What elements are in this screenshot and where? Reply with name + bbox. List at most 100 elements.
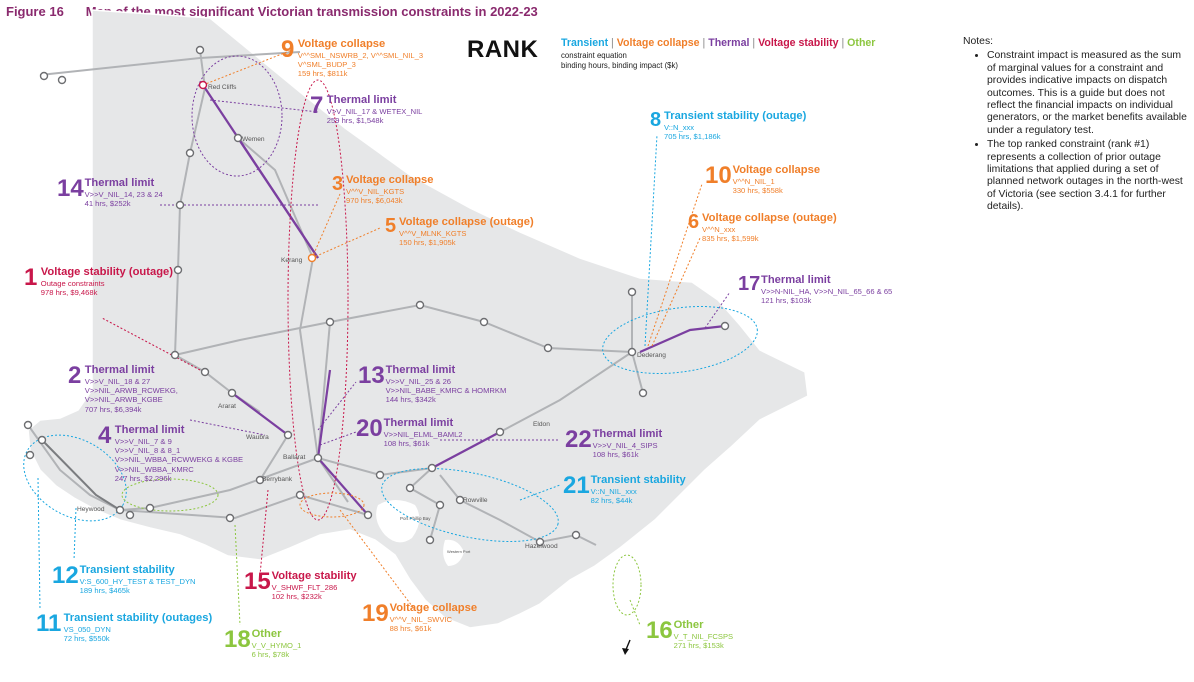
rank-number: 17 (738, 273, 761, 295)
constraint-equation: V_V_HYMO_1 (251, 641, 302, 650)
legend-separator: | (699, 37, 709, 49)
rank-number: 5 (385, 215, 397, 237)
constraint-equation: V::N_NIL_xxx (590, 487, 637, 496)
place-red-cliffs: Red Cliffs (208, 84, 237, 91)
place-waubra: Waubra (246, 434, 269, 441)
constraint-equation: V>>NIL_WBBA_RCWWEKG & KGBE (114, 455, 244, 465)
constraint-title: Thermal limit (383, 417, 454, 429)
heywood-line (41, 439, 121, 511)
constraint-stats: 121 hrs, $103k (761, 296, 812, 306)
rank-heading: RANK (467, 36, 539, 63)
constraint-stats: 6 hrs, $78k (251, 650, 290, 660)
place-eldon: Eldon (533, 421, 550, 428)
figure-title-text: Map of the most significant Victorian tr… (85, 4, 538, 19)
constraint-stats: 72 hrs, $550k (63, 634, 110, 644)
constraint-stats: 150 hrs, $1,905k (399, 238, 456, 248)
place-ballarat: Ballarat (283, 454, 306, 461)
constraint-equation: V^^V_MLNK_KGTS (399, 229, 467, 238)
constraint-title: Other (251, 628, 282, 640)
constraint-equation: V>>V_NIL_4_SIPS (592, 441, 658, 450)
figure-number: Figure 16 (6, 4, 64, 19)
constraint-equation: V>>NIL_ARWB_RCWEKG, (84, 386, 178, 396)
constraint-equation: V:S_600_HY_TEST & TEST_DYN (79, 577, 196, 586)
constraint-title: Thermal limit (761, 274, 831, 286)
constraint-stats: 108 hrs, $61k (383, 439, 430, 449)
rank-number: 12 (52, 562, 79, 589)
place-heywood: Heywood (77, 506, 105, 513)
node-red-cliffs (198, 80, 208, 90)
rank-number: 22 (565, 426, 592, 453)
place-ararat: Ararat (218, 403, 236, 410)
constraint-stats: 189 hrs, $465k (79, 586, 130, 596)
constraint-title: Transient stability (590, 474, 686, 486)
constraint-equation: Outage constraints (40, 279, 105, 288)
legend-line-stats: binding hours, binding impact ($k) (561, 60, 679, 70)
rank-number: 14 (57, 175, 84, 202)
notes-panel: Notes: Constraint impact is measured as … (963, 36, 1189, 216)
place-hazelwood: Hazelwood (525, 543, 558, 550)
victoria-state-shape (27, 9, 809, 629)
constraint-equation: V_SHWF_FLT_286 (271, 583, 338, 592)
constraint-stats: 108 hrs, $61k (592, 450, 639, 460)
constraint-title: Thermal limit (114, 424, 185, 436)
constraint-title: Thermal limit (592, 428, 663, 440)
constraint-title: Transient stability (outage) (664, 110, 807, 122)
constraint-equation: V>>NIL_WBBA_KMRC (114, 464, 194, 474)
note-item: Constraint impact is measured as the sum… (987, 50, 1189, 137)
rank-number: 1 (24, 264, 38, 291)
constraint-stats: 259 hrs, $1,548k (326, 116, 384, 126)
constraint-title: Other (673, 619, 704, 631)
constraint-stats: 835 hrs, $1,599k (702, 234, 759, 244)
legend-category: Other (847, 37, 876, 49)
port-phillip-bay (376, 500, 420, 543)
constraint-equation: V^^SML_NSWRB_2, V^^SML_NIL_3 (297, 51, 424, 60)
constraint-equation: V>V_NIL_17 & WETEX_NIL (326, 107, 423, 116)
callout-ellipses (23, 55, 758, 616)
constraint-stats: 102 hrs, $232k (271, 592, 322, 602)
place-kerang: Kerang (281, 257, 303, 264)
constraint-stats: 41 hrs, $252k (84, 199, 131, 209)
callout-lines (37, 49, 731, 626)
constraint-equation: VS_050_DYN (63, 625, 111, 634)
constraint-title: Thermal limit (84, 177, 155, 189)
constraint-title: Voltage collapse (346, 174, 434, 186)
rank-number: 2 (68, 362, 82, 389)
rank-number: 8 (650, 109, 662, 131)
constraint-title: Thermal limit (385, 364, 456, 376)
rank-number: 19 (362, 600, 389, 627)
legend-category: Thermal (708, 37, 750, 49)
node-kerang (307, 253, 317, 263)
rank-number: 15 (244, 568, 271, 595)
constraint-equation: V>>N-NIL_HA, V>>N_NIL_65_66 & 65 (761, 287, 893, 296)
legend-separator: | (608, 37, 617, 49)
constraint-title: Voltage collapse (outage) (399, 216, 534, 228)
constraint-stats: 707 hrs, $6,394k (84, 404, 142, 414)
rank-number: 11 (36, 610, 62, 637)
place-rowville: Rowville (463, 497, 488, 504)
western-port (443, 539, 464, 566)
rank-number: 18 (224, 626, 251, 653)
figure-title: Figure 16 Map of the most significant Vic… (6, 4, 538, 19)
legend-category: Transient (561, 37, 609, 49)
legend-separator: | (838, 37, 848, 49)
constraint-equation: V^^N_NIL_1 (732, 177, 775, 186)
rank-number: 10 (705, 162, 732, 189)
constraint-equation: V>>V_NIL_25 & 26 (385, 377, 452, 386)
constraint-stats: 330 hrs, $558k (732, 186, 783, 196)
constraint-equation: V^^V_NIL_KGTS (346, 187, 405, 196)
rank-number: 21 (563, 472, 590, 499)
constraint-stats: 159 hrs, $811k (297, 69, 348, 79)
constraint-title: Voltage collapse (297, 38, 386, 50)
legend-separator: | (749, 37, 759, 49)
constraint-title: Thermal limit (326, 94, 397, 106)
constraint-title: Voltage collapse (732, 164, 821, 176)
place-berrybank: Berrybank (262, 476, 293, 483)
constraint-stats: 82 hrs, $44k (590, 496, 633, 506)
rank-number: 7 (310, 92, 324, 119)
constraint-title: Voltage stability (271, 570, 357, 582)
notes-heading: Notes: (963, 36, 994, 47)
constraint-equation: V>>V_NIL_14, 23 & 24 (84, 190, 163, 199)
constraint-title: Voltage stability (outage) (40, 266, 173, 278)
place-wemen: Wemen (242, 136, 265, 143)
